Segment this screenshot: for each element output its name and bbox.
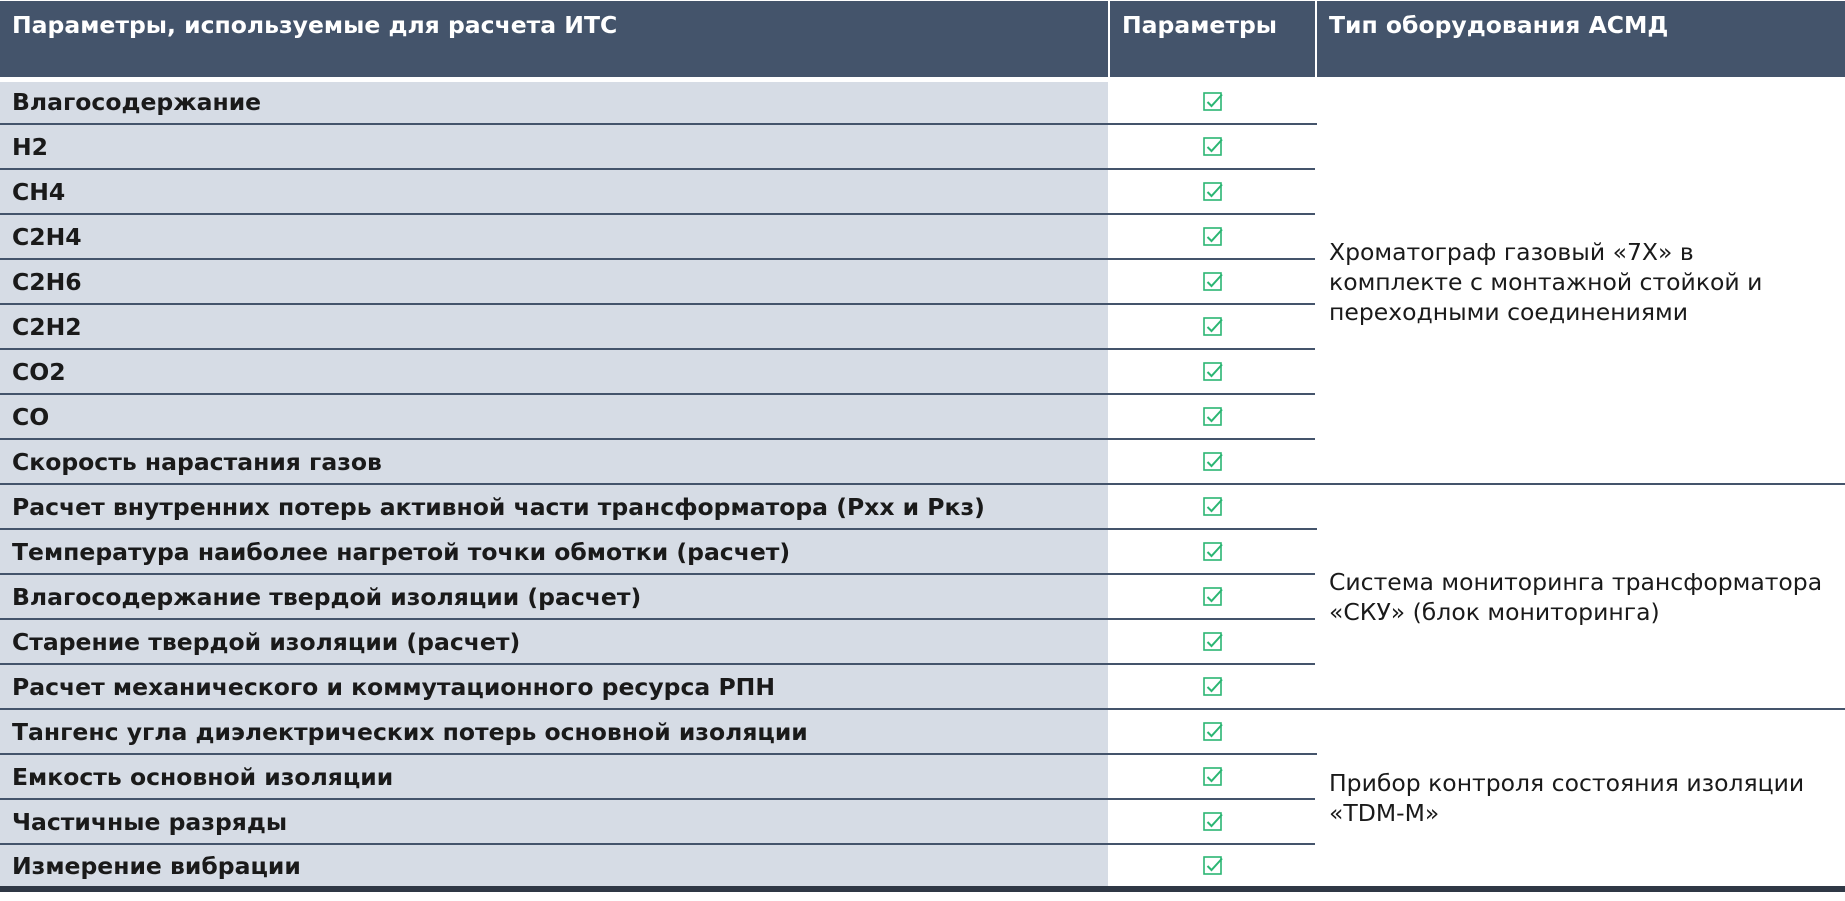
table-row: CH4 xyxy=(0,169,1845,215)
table-row: Измерение вибрации xyxy=(0,844,1845,892)
table-row: Температура наиболее нагретой точки обмо… xyxy=(0,529,1845,575)
table-row: C2H6 xyxy=(0,259,1845,305)
parameter-check-cell xyxy=(1108,529,1316,575)
parameter-label: Влагосодержание xyxy=(0,79,1109,125)
parameter-check-cell xyxy=(1108,709,1316,755)
checkbox-checked-icon xyxy=(1202,226,1224,248)
parameter-check-cell xyxy=(1108,304,1316,350)
table-row: Расчет механического и коммутационного р… xyxy=(0,664,1845,710)
parameter-check-cell xyxy=(1108,754,1316,800)
parameter-check-cell xyxy=(1108,394,1316,440)
checkbox-checked-icon xyxy=(1202,541,1224,563)
checkbox-checked-icon xyxy=(1202,271,1224,293)
parameter-label: CH4 xyxy=(0,169,1109,215)
checkbox-checked-icon xyxy=(1202,91,1224,113)
parameter-label: C2H6 xyxy=(0,259,1109,305)
parameter-check-cell xyxy=(1108,214,1316,260)
checkbox-checked-icon xyxy=(1202,451,1224,473)
table-row: C2H2 xyxy=(0,304,1845,350)
table-row: Тангенс угла диэлектрических потерь осно… xyxy=(0,709,1845,892)
parameter-label: Скорость нарастания газов xyxy=(0,439,1109,485)
checkbox-checked-icon xyxy=(1202,136,1224,158)
parameter-label: C2H2 xyxy=(0,304,1109,350)
checkbox-checked-icon xyxy=(1202,181,1224,203)
table-row: Частичные разряды xyxy=(0,799,1845,845)
parameter-label: C2H4 xyxy=(0,214,1109,260)
checkbox-checked-icon xyxy=(1202,721,1224,743)
parameter-check-cell xyxy=(1108,799,1316,845)
parameter-check-cell xyxy=(1108,259,1316,305)
checkbox-checked-icon xyxy=(1202,855,1224,877)
parameter-label: Емкость основной изоляции xyxy=(0,754,1109,800)
parameter-label: Частичные разряды xyxy=(0,799,1109,845)
parameter-check-cell xyxy=(1108,124,1316,170)
parameter-label: Тангенс угла диэлектрических потерь осно… xyxy=(0,709,1109,755)
parameter-label: CO2 xyxy=(0,349,1109,395)
parameter-label: Измерение вибрации xyxy=(0,844,1109,892)
table-row: Старение твердой изоляции (расчет) xyxy=(0,619,1845,665)
table-row: Влагосодержание твердой изоляции (расчет… xyxy=(0,574,1845,620)
checkbox-checked-icon xyxy=(1202,316,1224,338)
table-row: Влагосодержание Хроматограф газовый «7Х» … xyxy=(0,79,1845,485)
table-header: Параметры, используемые для расчета ИТС … xyxy=(0,1,1845,82)
checkbox-checked-icon xyxy=(1202,766,1224,788)
checkbox-checked-icon xyxy=(1202,586,1224,608)
table-row: CO2 xyxy=(0,349,1845,395)
table-row: C2H4 xyxy=(0,214,1845,260)
header-params: Параметры xyxy=(1109,1,1317,82)
checkbox-checked-icon xyxy=(1202,631,1224,653)
parameter-check-cell xyxy=(1108,844,1316,892)
parameter-label: CO xyxy=(0,394,1109,440)
parameter-check-cell xyxy=(1108,439,1316,485)
parameter-check-cell xyxy=(1108,619,1316,665)
equipment-type-cell: Прибор контроля состояния изоляции «TDM-… xyxy=(1315,709,1845,892)
parameter-label: Температура наиболее нагретой точки обмо… xyxy=(0,529,1109,575)
parameter-check-cell xyxy=(1108,349,1316,395)
checkbox-checked-icon xyxy=(1202,406,1224,428)
checkbox-checked-icon xyxy=(1202,361,1224,383)
parameter-label: Расчет механического и коммутационного р… xyxy=(0,664,1109,710)
table-row: Расчет внутренних потерь активной части … xyxy=(0,484,1845,710)
parameter-check-cell xyxy=(1108,484,1316,530)
parameter-label: Старение твердой изоляции (расчет) xyxy=(0,619,1109,665)
parameter-label: H2 xyxy=(0,124,1109,170)
table-row: CO xyxy=(0,394,1845,440)
table-row: Скорость нарастания газов xyxy=(0,439,1845,485)
parameter-check-cell xyxy=(1108,79,1316,125)
table-row: Емкость основной изоляции xyxy=(0,754,1845,800)
parameter-check-cell xyxy=(1108,169,1316,215)
table-body: Влагосодержание Хроматограф газовый «7Х» … xyxy=(0,79,1845,892)
parameter-label: Расчет внутренних потерь активной части … xyxy=(0,484,1109,530)
parameter-check-cell xyxy=(1108,664,1316,710)
checkbox-checked-icon xyxy=(1202,676,1224,698)
header-row: Параметры, используемые для расчета ИТС … xyxy=(0,1,1845,82)
header-params-used: Параметры, используемые для расчета ИТС xyxy=(0,1,1110,82)
checkbox-checked-icon xyxy=(1202,496,1224,518)
header-equipment-type: Тип оборудования АСМД xyxy=(1316,1,1845,82)
table-row: H2 xyxy=(0,124,1845,170)
parameter-label: Влагосодержание твердой изоляции (расчет… xyxy=(0,574,1109,620)
parameter-check-cell xyxy=(1108,574,1316,620)
equipment-type-cell: Система мониторинга трансформатора «СКУ»… xyxy=(1315,484,1845,710)
checkbox-checked-icon xyxy=(1202,811,1224,833)
equipment-type-cell: Хроматограф газовый «7Х» в комплекте с м… xyxy=(1315,79,1845,485)
